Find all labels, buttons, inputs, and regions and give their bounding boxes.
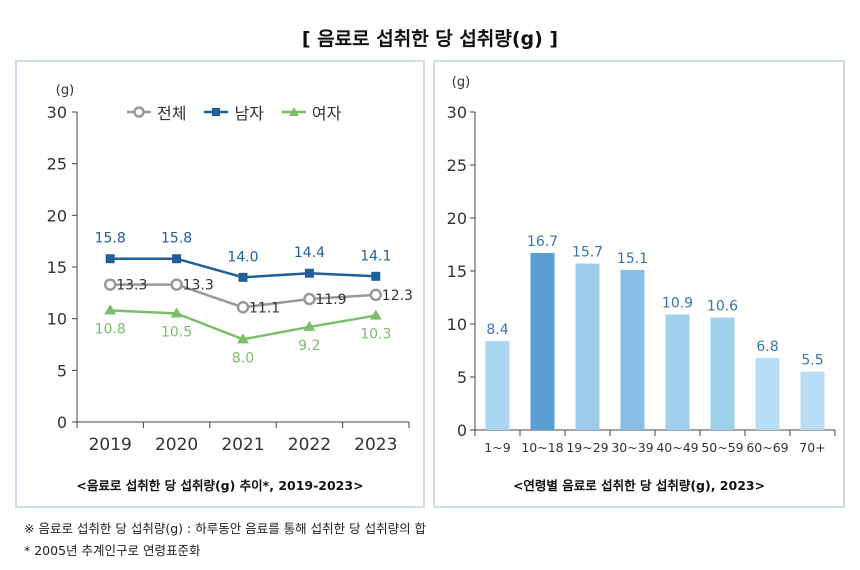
y-tick-label: 30 <box>47 103 67 122</box>
data-point <box>238 272 248 282</box>
bar-value-label: 5.5 <box>801 353 823 369</box>
y-tick-label: 30 <box>447 103 467 122</box>
bar <box>620 269 645 430</box>
x-tick-label: 70+ <box>799 440 825 455</box>
data-point <box>103 278 117 291</box>
bar-value-label: 10.9 <box>662 295 693 311</box>
bar-value-label: 10.6 <box>707 299 738 315</box>
x-tick-label: 2019 <box>89 435 132 455</box>
bar-value-label: 16.7 <box>527 234 558 250</box>
data-label: 14.1 <box>360 248 391 264</box>
data-label: 14.0 <box>227 249 258 265</box>
data-label: 8.0 <box>232 350 254 366</box>
data-point <box>304 268 314 278</box>
data-point <box>237 333 249 344</box>
data-point <box>369 309 382 320</box>
data-label: 11.9 <box>315 292 346 308</box>
y-tick-label: 25 <box>447 156 467 175</box>
bar <box>665 314 690 430</box>
data-label: 13.3 <box>183 278 214 294</box>
data-label: 15.8 <box>161 231 192 247</box>
line-chart-caption: <음료로 섭취한 당 섭취량(g) 추이*, 2019-2023> <box>76 478 364 493</box>
data-label: 10.5 <box>161 325 192 341</box>
data-label: 13.3 <box>116 278 147 294</box>
legend-label-male: 남자 <box>234 104 264 123</box>
line-chart-panel: (g) 0 5 10 15 20 25 30 2019 2020 2021 2022 2023 13.3 1… <box>15 60 425 508</box>
bar <box>575 263 600 430</box>
bar-value-label: 15.7 <box>572 245 603 261</box>
data-point <box>170 278 183 291</box>
main-title: [ 음료로 섭취한 당 섭취량(g) ] <box>301 28 559 50</box>
line-chart: (g) 0 5 10 15 20 25 30 2019 2020 2021 2022 2023 13.3 1… <box>47 83 413 455</box>
bar <box>800 371 825 430</box>
y-tick-label: 0 <box>457 421 467 440</box>
bar-value-label: 8.4 <box>486 322 508 338</box>
bar <box>530 252 555 430</box>
footnote-definition: ※ 음료로 섭취한 당 섭취량(g) : 하루동안 음료를 통해 섭취한 당 섭… <box>24 521 427 536</box>
data-label: 14.4 <box>294 245 325 261</box>
footnote-standardization: * 2005년 추계인구로 연령표준화 <box>24 543 201 558</box>
legend-label-female: 여자 <box>311 104 342 123</box>
data-point <box>371 271 381 281</box>
legend-marker-total <box>127 106 151 118</box>
x-tick-label: 50~59 <box>701 440 743 455</box>
data-label: 10.8 <box>95 321 126 337</box>
data-point <box>170 307 183 318</box>
x-tick-label: 2020 <box>155 435 198 455</box>
data-point <box>369 288 383 302</box>
bar-value-label: 6.8 <box>756 339 778 355</box>
data-point <box>303 292 316 306</box>
legend-marker-female <box>281 107 306 116</box>
legend-marker-male <box>204 108 229 116</box>
data-label: 9.2 <box>298 338 320 354</box>
legend-item-male: 남자 <box>204 100 264 124</box>
y-tick-label: 10 <box>47 310 67 329</box>
y-tick-label: 5 <box>457 368 467 387</box>
y-tick-label: 25 <box>47 155 67 174</box>
y-axis-unit-label: (g) <box>56 83 74 98</box>
bar <box>755 357 780 430</box>
data-label: 12.3 <box>382 288 413 304</box>
data-point <box>105 254 115 264</box>
data-point <box>104 304 117 315</box>
x-tick-label: 2023 <box>354 435 397 455</box>
data-point <box>236 301 250 314</box>
line-chart-legend: 전체 남자 여자 <box>127 100 341 124</box>
y-tick-label: 15 <box>447 262 467 281</box>
y-tick-label: 5 <box>57 361 67 380</box>
data-label: 15.8 <box>95 231 126 247</box>
bar-chart-caption: <연령별 음료로 섭취한 당 섭취량(g), 2023> <box>512 478 766 493</box>
x-tick-label: 19~29 <box>566 440 608 455</box>
bar-chart: (g) 0 5 10 15 20 25 30 1~9 10~18 19~29 30~39 40~49 50… <box>447 75 836 455</box>
x-tick-label: 2021 <box>221 435 264 455</box>
y-tick-label: 20 <box>447 209 467 228</box>
legend-item-female: 여자 <box>281 100 342 124</box>
data-point <box>303 320 316 331</box>
legend-label-total: 전체 <box>157 104 187 123</box>
y-tick-label: 20 <box>47 206 67 225</box>
y-tick-label: 0 <box>57 413 67 432</box>
bar <box>485 340 510 430</box>
data-label: 11.1 <box>249 300 280 316</box>
data-point <box>172 254 182 264</box>
x-tick-label: 40~49 <box>656 440 698 455</box>
x-tick-label: 10~18 <box>521 440 563 455</box>
x-tick-label: 1~9 <box>484 440 510 455</box>
bar <box>710 317 735 430</box>
x-tick-label: 2022 <box>288 435 331 455</box>
legend-item-total: 전체 <box>127 100 186 124</box>
y-axis-unit-label: (g) <box>452 75 470 90</box>
bar-value-label: 15.1 <box>617 251 648 267</box>
x-tick-label: 60~69 <box>746 440 788 455</box>
bar-chart-panel: (g) 0 5 10 15 20 25 30 1~9 10~18 19~29 30~39 40~49 50… <box>433 60 845 508</box>
x-tick-label: 30~39 <box>611 440 653 455</box>
y-tick-label: 10 <box>447 315 467 334</box>
data-label: 10.3 <box>360 327 391 343</box>
y-tick-label: 15 <box>47 258 67 277</box>
